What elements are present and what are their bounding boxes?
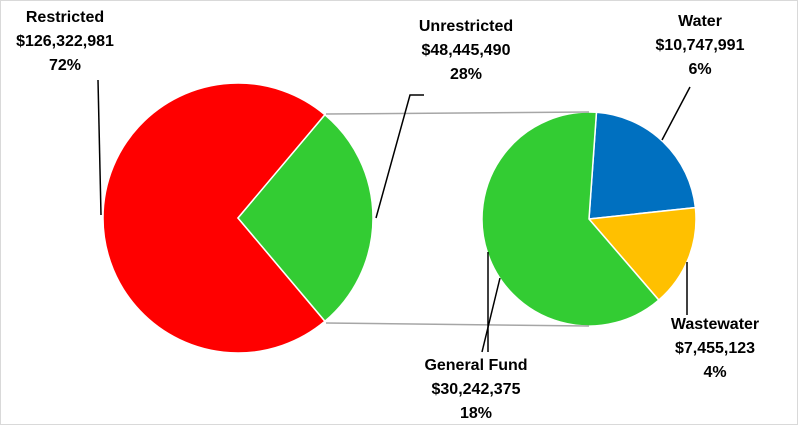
pie-slice — [237, 113, 374, 323]
slice-value: $10,747,991 — [656, 37, 745, 54]
slice-label: Water — [678, 13, 722, 30]
pie-slice — [587, 206, 697, 302]
connector — [325, 111, 590, 115]
leader-line — [375, 94, 424, 219]
slice-label: Unrestricted — [419, 18, 513, 35]
connector — [325, 322, 590, 327]
pie-slice — [588, 111, 697, 220]
leader-line — [97, 79, 102, 216]
slice-value: $7,455,123 — [675, 340, 755, 357]
slice-percent: 4% — [703, 364, 726, 381]
pies — [102, 82, 697, 354]
slice-value: $126,322,981 — [16, 33, 114, 50]
leader-line — [481, 277, 501, 353]
leader-line — [661, 86, 691, 141]
slice-percent: 28% — [450, 66, 482, 83]
slice-percent: 18% — [460, 405, 492, 422]
slice-label: Restricted — [26, 9, 104, 26]
slice-label: General Fund — [424, 357, 527, 374]
slice-label: Wastewater — [671, 316, 759, 333]
slice-percent: 72% — [49, 57, 81, 74]
pie-slice — [102, 82, 327, 354]
slice-value: $30,242,375 — [432, 381, 521, 398]
slice-percent: 6% — [688, 61, 711, 78]
slice-value: $48,445,490 — [422, 42, 511, 59]
